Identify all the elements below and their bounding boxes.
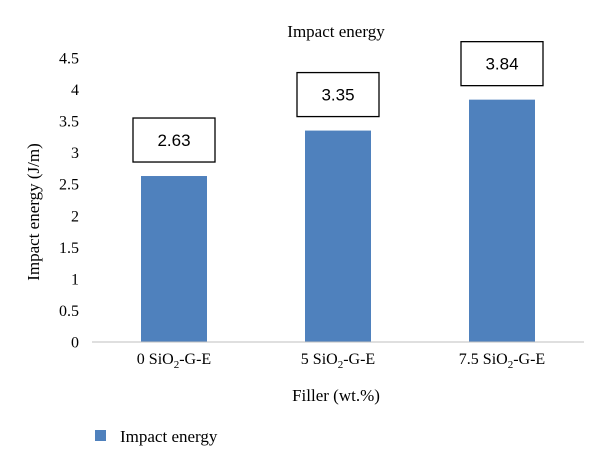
y-tick-label: 3.5 xyxy=(59,114,79,131)
data-label-box xyxy=(132,117,216,163)
x-tick-label: 7.5 SiO2-G-E xyxy=(459,351,545,371)
bar xyxy=(305,130,371,342)
legend-swatch-impact-energy xyxy=(95,430,106,441)
data-label: 3.35 xyxy=(321,86,354,105)
y-tick-label: 3 xyxy=(71,145,79,162)
data-labels: 2.63 3.35 3.84 xyxy=(132,41,544,163)
bar xyxy=(141,176,207,342)
data-label-box xyxy=(296,71,380,118)
y-tick-label: 2.5 xyxy=(59,177,79,194)
legend: Impact energy xyxy=(95,427,218,446)
y-tick-label: 0.5 xyxy=(59,303,79,320)
legend-label-impact-energy: Impact energy xyxy=(120,427,218,446)
y-tick-label: 2 xyxy=(71,208,79,225)
bars xyxy=(141,99,535,342)
y-tick-label: 1 xyxy=(71,271,79,288)
x-tick-label: 5 SiO2-G-E xyxy=(301,351,375,371)
bar xyxy=(469,99,535,342)
y-tick-label: 4.5 xyxy=(59,51,79,68)
y-tick-label: 4 xyxy=(71,82,79,99)
chart-title: Impact energy xyxy=(287,22,385,41)
x-axis-title: Filler (wt.%) xyxy=(292,386,380,405)
x-tick-label: 0 SiO2-G-E xyxy=(137,351,211,371)
data-label: 2.63 xyxy=(157,131,190,150)
data-label-box xyxy=(460,41,544,87)
data-label: 3.84 xyxy=(485,55,518,74)
x-axis-ticks: 0 SiO2-G-E 5 SiO2-G-E 7.5 SiO2-G-E xyxy=(137,351,545,371)
y-axis-title: Impact energy (J/m) xyxy=(24,143,43,281)
y-axis-ticks: 0 0.5 1 1.5 2 2.5 3 3.5 4 4.5 xyxy=(59,51,79,352)
y-tick-label: 0 xyxy=(71,335,79,352)
y-tick-label: 1.5 xyxy=(59,240,79,257)
